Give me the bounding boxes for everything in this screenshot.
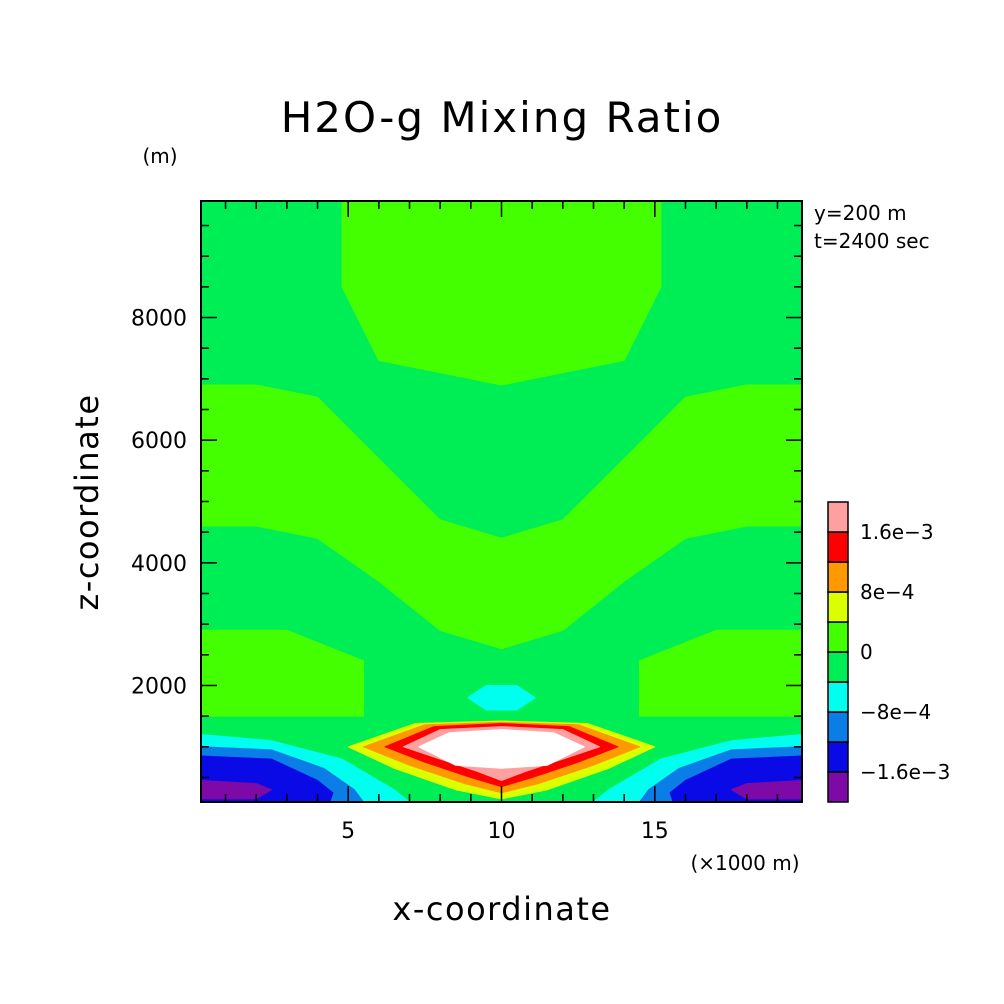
contour-region — [201, 384, 802, 650]
contour-region — [467, 685, 536, 711]
colorbar-tick-label: −8e−4 — [860, 700, 931, 724]
colorbar-swatch — [827, 591, 849, 623]
plot-area: 5 10 15 2000 4000 6000 8000 — [131, 200, 803, 844]
colorbar-swatch — [827, 621, 849, 653]
colorbar-swatch — [827, 741, 849, 773]
colorbar-tick-label: 1.6e−3 — [860, 520, 934, 544]
contour-region — [418, 729, 585, 769]
colorbar-tick-label: 0 — [860, 640, 873, 664]
x-unit-label: (×1000 m) — [690, 851, 799, 875]
colorbar-swatch — [827, 711, 849, 743]
colorbar-swatch — [827, 651, 849, 683]
y-tick-label: 8000 — [131, 307, 187, 332]
colorbar: −1.6e−3 −8e−4 0 8e−4 1.6e−3 — [827, 501, 950, 803]
contour-region — [201, 780, 272, 800]
x-axis-label: x-coordinate — [392, 890, 611, 928]
y-tick-label: 2000 — [131, 674, 187, 699]
contour-region — [731, 780, 802, 800]
colorbar-swatch — [827, 501, 849, 533]
contour-region — [201, 201, 802, 802]
colorbar-swatch — [827, 771, 849, 803]
contour-region — [341, 201, 662, 386]
y-tick-label: 6000 — [131, 429, 187, 454]
colorbar-tick-label: 8e−4 — [860, 580, 915, 604]
y-unit-label: (m) — [142, 144, 177, 168]
colorbar-swatch — [827, 681, 849, 713]
chart-title: H2O-g Mixing Ratio — [281, 93, 724, 142]
x-tick-label: 10 — [488, 819, 516, 844]
colorbar-swatch — [827, 561, 849, 593]
x-tick-label: 5 — [341, 819, 355, 844]
annotation-t: t=2400 sec — [814, 229, 930, 253]
contour-region — [201, 629, 364, 717]
x-tick-label: 15 — [641, 819, 669, 844]
contour-region — [639, 629, 802, 717]
annotation-y: y=200 m — [814, 201, 907, 225]
y-tick-label: 4000 — [131, 552, 187, 577]
colorbar-tick-label: −1.6e−3 — [860, 760, 950, 784]
y-axis-label: z-coordinate — [68, 393, 106, 610]
colorbar-swatch — [827, 531, 849, 563]
